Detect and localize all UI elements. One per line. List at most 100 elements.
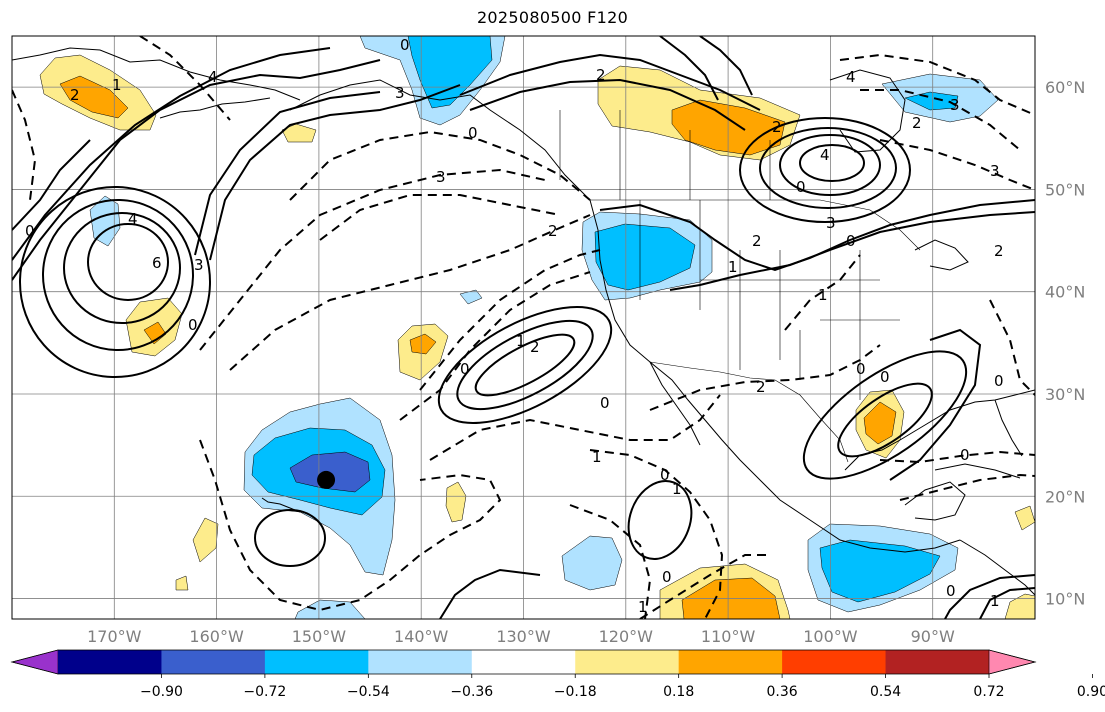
negative-contour: [419, 249, 601, 391]
latitude-tick-label: 30°N: [1045, 385, 1085, 404]
contour-label: 0: [660, 466, 670, 484]
colorbar-tick-label: −0.54: [347, 684, 390, 700]
colorbar-segment: [782, 650, 887, 674]
positive-contour: [669, 211, 1035, 291]
negative-contour: [199, 168, 546, 351]
contour-lines: [12, 36, 1035, 619]
negative-contour: [429, 394, 721, 461]
colorbar-extend-high: [988, 649, 1037, 675]
positive-anomaly-region: [59, 75, 129, 119]
negative-anomaly-region: [407, 36, 493, 109]
positive-contour: [474, 333, 576, 397]
florida-coast: [994, 399, 1023, 457]
contour-labels: 0 2 1 4 4 0 6 3 0 3 0 3 2 0 2 1 0 1 0 1 …: [25, 36, 1004, 616]
longitude-tick-label: 90°W: [911, 627, 955, 646]
contour-label: 0: [796, 178, 806, 196]
great-lakes: [914, 239, 969, 271]
positive-contour: [627, 480, 693, 560]
shaded-anomaly-fields: [39, 36, 1035, 619]
contour-label: 2: [752, 232, 762, 250]
positive-contour: [759, 127, 897, 209]
negative-contour: [229, 214, 591, 371]
positive-anomaly-region: [445, 481, 467, 523]
negative-contour: [12, 89, 37, 201]
positive-contour: [194, 91, 381, 256]
colorbar-tick-label: −0.90: [140, 684, 183, 700]
contour-label: 3: [990, 162, 1000, 180]
negative-contour: [899, 473, 1035, 501]
colorbar-tick-label: 0.72: [973, 684, 1004, 700]
negative-contour: [289, 130, 591, 201]
colorbar-tick-label: −0.72: [243, 684, 286, 700]
contour-label: 0: [856, 360, 866, 378]
longitude-tick-label: 100°W: [803, 627, 858, 646]
colorbar-segment: [368, 650, 473, 674]
latitude-tick-label: 50°N: [1045, 180, 1085, 199]
colorbar-segment: [58, 650, 162, 674]
latitude-tick-label: 20°N: [1045, 487, 1085, 506]
contour-label: 2: [756, 378, 766, 396]
map-frame: [11, 35, 1036, 620]
longitude-tick-label: 150°W: [292, 627, 347, 646]
positive-contour: [659, 36, 719, 101]
us-canada-border: [590, 199, 921, 251]
colorbar-tick-label: 0.90: [1077, 684, 1105, 700]
latitude-tick-labels: 60°N 50°N 40°N 30°N 20°N 10°N: [1045, 78, 1085, 608]
contour-label: 0: [400, 36, 410, 54]
contour-label: 0: [960, 446, 970, 464]
negative-contour: [199, 439, 502, 612]
negative-contour: [784, 254, 861, 331]
contour-label: 0: [468, 124, 478, 142]
contour-label: 2: [70, 86, 80, 104]
colorbar-extend-low: [10, 649, 59, 675]
negative-anomaly-region: [89, 195, 121, 247]
colorbar-tick-label: 0.54: [870, 684, 901, 700]
positive-anomaly-region: [175, 575, 189, 591]
us-mexico-border: [649, 361, 849, 463]
canada-province-lines: [559, 110, 771, 200]
contour-label: 0: [188, 316, 198, 334]
contour-label: 2: [530, 338, 540, 356]
contour-label: 6: [152, 254, 162, 272]
location-marker-dot: [317, 470, 336, 489]
colorbar-tick-label: 0.18: [663, 684, 694, 700]
colorbar-segment: [471, 650, 576, 674]
colorbar-segment: [885, 650, 990, 674]
longitude-tick-labels: 170°W 160°W 150°W 140°W 130°W 120°W 110°W 100°W…: [87, 627, 955, 646]
contour-label: 0: [600, 394, 610, 412]
negative-contour-lines: [12, 36, 1035, 619]
negative-contour: [860, 89, 1021, 151]
contour-label: 0: [946, 582, 956, 600]
alaska-coast: [12, 47, 301, 101]
colorbar-tick-label: −0.36: [450, 684, 493, 700]
contour-label: 4: [208, 68, 218, 86]
positive-anomaly-region: [143, 321, 167, 345]
negative-anomaly-region: [294, 599, 366, 619]
contour-label: 1: [592, 448, 602, 466]
contour-label: 4: [128, 210, 138, 228]
positive-contour: [437, 305, 613, 425]
plot-title: 2025080500 F120: [476, 8, 629, 27]
negative-contour: [879, 450, 1035, 464]
longitude-tick-label: 130°W: [496, 627, 551, 646]
negative-contour: [839, 53, 1035, 116]
contour-label: 3: [395, 84, 405, 102]
positive-contour: [209, 84, 461, 261]
latitude-tick-label: 40°N: [1045, 283, 1085, 302]
contour-label: 3: [436, 168, 446, 186]
political-borders: [559, 110, 921, 463]
contour-label: 2: [912, 114, 922, 132]
contour-label: 0: [994, 372, 1004, 390]
negative-contour: [399, 271, 591, 421]
latitude-tick-label: 10°N: [1045, 590, 1085, 609]
contour-label: 0: [880, 368, 890, 386]
positive-contour: [12, 47, 331, 261]
positive-contour: [12, 139, 91, 231]
colorbar-tick-label: −0.18: [554, 684, 597, 700]
longitude-tick-label: 160°W: [189, 627, 244, 646]
colorbar-tick-label: 0.36: [767, 684, 798, 700]
colorbar: [10, 649, 1037, 675]
positive-anomaly-region: [409, 333, 437, 355]
contour-label: 2: [994, 242, 1004, 260]
positive-contour: [779, 134, 881, 196]
